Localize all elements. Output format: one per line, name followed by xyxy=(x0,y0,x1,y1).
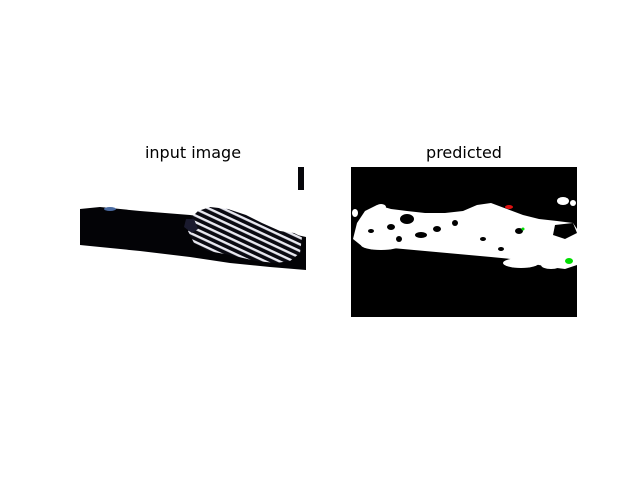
predicted-panel xyxy=(351,167,577,317)
input-image-panel xyxy=(80,167,306,317)
mask-hole xyxy=(553,223,577,239)
green-label-speck xyxy=(521,227,525,231)
mask-edge xyxy=(503,258,539,268)
blue-highlight xyxy=(104,207,116,211)
mask-hole xyxy=(368,229,374,233)
red-label-speck xyxy=(505,205,513,209)
input-image xyxy=(80,167,306,270)
mask-hole xyxy=(415,232,427,238)
predicted-mask xyxy=(352,197,577,269)
predicted-title: predicted xyxy=(426,143,502,162)
mask-blob xyxy=(353,203,577,269)
garment-fold xyxy=(184,219,198,233)
mask-speck xyxy=(557,197,569,205)
mask-speck xyxy=(376,204,386,210)
mask-hole xyxy=(498,247,504,251)
input-image-title: input image xyxy=(144,143,242,162)
mask-edge xyxy=(361,240,401,250)
mask-speck xyxy=(570,200,576,206)
top-right-strip xyxy=(298,167,304,190)
mask-hole xyxy=(387,224,395,230)
mask-hole xyxy=(480,237,486,241)
mask-hole xyxy=(396,236,402,242)
mask-hole xyxy=(433,226,441,232)
mask-edge xyxy=(541,261,561,269)
mask-speck xyxy=(352,209,358,217)
mask-hole xyxy=(400,214,414,224)
striped-garment xyxy=(188,207,302,263)
mask-hole xyxy=(515,228,523,234)
mask-hole xyxy=(452,220,458,226)
green-label-speck xyxy=(565,258,573,264)
